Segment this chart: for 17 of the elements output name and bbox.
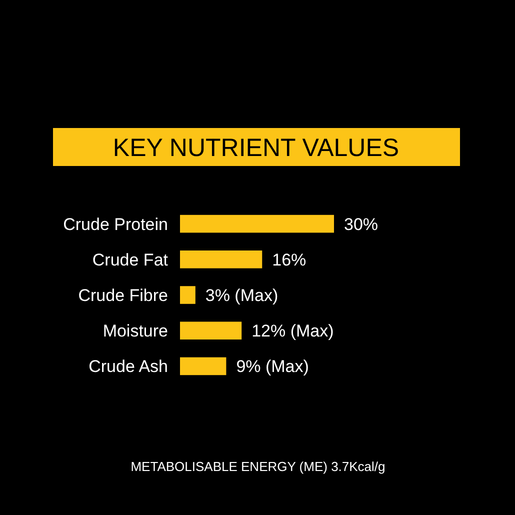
bar xyxy=(180,286,196,304)
y-tick-label: Crude Ash xyxy=(88,357,168,376)
data-label: 3% (Max) xyxy=(205,286,278,305)
data-label: 16% xyxy=(272,250,306,270)
y-tick-label: Crude Protein xyxy=(63,214,168,234)
data-label: 9% (Max) xyxy=(236,357,309,376)
y-tick-label: Crude Fibre xyxy=(78,286,168,305)
y-tick-label: Moisture xyxy=(102,322,168,341)
bar xyxy=(180,357,226,376)
y-tick-label: Crude Fat xyxy=(92,250,168,270)
data-label: 30% xyxy=(344,214,378,234)
chart-title: KEY NUTRIENT VALUES xyxy=(112,134,400,162)
data-label: 12% (Max) xyxy=(252,322,334,341)
bar xyxy=(180,250,262,268)
bar xyxy=(180,322,242,340)
bar xyxy=(180,214,334,233)
text: METABOLISABLE ENERGY (ME) 3.7Kcal/g xyxy=(130,459,386,474)
